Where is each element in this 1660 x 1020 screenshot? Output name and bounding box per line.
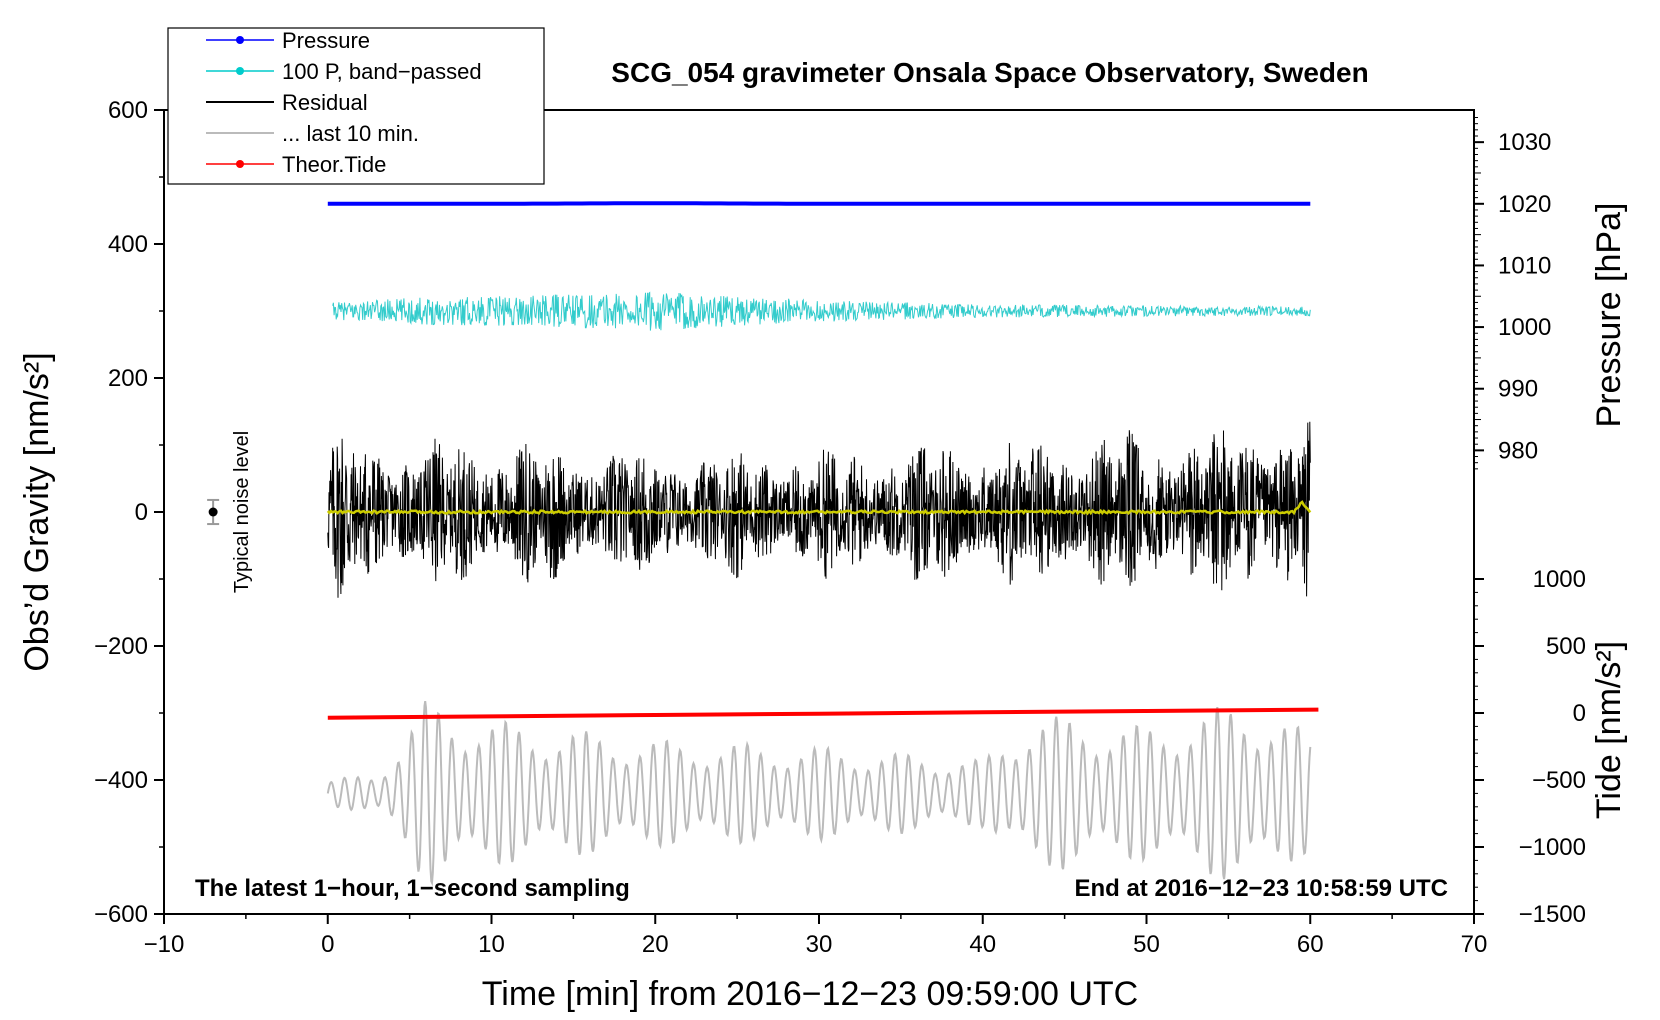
y-axis-title: Obs’d Gravity [nm/s²] bbox=[18, 352, 56, 671]
x-tick-label: 20 bbox=[642, 931, 669, 958]
legend-label-pressure: Pressure bbox=[282, 28, 370, 53]
pressure-tick-label: 990 bbox=[1498, 376, 1538, 403]
x-tick-label: 10 bbox=[478, 931, 505, 958]
pressure-tick-label: 1010 bbox=[1498, 252, 1551, 279]
x-axis-title: Time [min] from 2016−12−23 09:59:00 UTC bbox=[482, 975, 1138, 1013]
y-tick-label: −400 bbox=[94, 767, 148, 794]
x-tick-label: −10 bbox=[144, 931, 185, 958]
chart-title: SCG_054 gravimeter Onsala Space Observat… bbox=[611, 57, 1368, 88]
legend-label-tide: Theor.Tide bbox=[282, 152, 386, 177]
x-tick-label: 50 bbox=[1133, 931, 1160, 958]
series-bandpassed-pressure bbox=[332, 291, 1311, 331]
tide-tick-label: −500 bbox=[1532, 767, 1586, 794]
pressure-axis-title: Pressure [hPa] bbox=[1590, 203, 1628, 428]
legend-label-bandpassed: 100 P, band−passed bbox=[282, 59, 482, 84]
series-pressure bbox=[327, 201, 1311, 206]
noise-point bbox=[208, 507, 218, 517]
series-layer bbox=[207, 201, 1319, 887]
tide-tick-label: −1500 bbox=[1519, 901, 1586, 928]
x-tick-label: 30 bbox=[806, 931, 833, 958]
series-residual bbox=[327, 421, 1311, 598]
end-time-note: End at 2016−12−23 10:58:59 UTC bbox=[1074, 875, 1448, 902]
legend: Pressure 100 P, band−passed Residual ...… bbox=[167, 27, 545, 185]
pressure-tick-label: 1030 bbox=[1498, 129, 1551, 156]
x-tick-label: 60 bbox=[1297, 931, 1324, 958]
x-tick-label: 70 bbox=[1461, 931, 1488, 958]
legend-marker-bandpassed bbox=[236, 67, 244, 75]
series-theoretical-tide bbox=[327, 707, 1319, 720]
axes-layer: −10 0 10 20 30 40 50 60 706004002000−200−400−600… bbox=[94, 97, 1586, 958]
tide-tick-label: 1000 bbox=[1533, 566, 1586, 593]
y-tick-label: −200 bbox=[94, 633, 148, 660]
legend-marker-pressure bbox=[236, 36, 244, 44]
pressure-tick-label: 1000 bbox=[1498, 314, 1551, 341]
y-tick-label: 600 bbox=[108, 97, 148, 124]
legend-label-residual: Residual bbox=[282, 90, 368, 115]
tide-axis-title: Tide [nm/s²] bbox=[1590, 641, 1628, 819]
sampling-note: The latest 1−hour, 1−second sampling bbox=[195, 875, 630, 902]
series-smoothed-residual bbox=[326, 500, 1312, 516]
y-tick-label: 200 bbox=[108, 365, 148, 392]
legend-label-last10: ... last 10 min. bbox=[282, 121, 419, 146]
y-tick-label: 0 bbox=[135, 499, 148, 526]
tide-tick-label: 0 bbox=[1573, 700, 1586, 727]
tide-tick-label: −1000 bbox=[1519, 834, 1586, 861]
y-tick-label: 400 bbox=[108, 231, 148, 258]
x-tick-label: 0 bbox=[321, 931, 334, 958]
noise-level-label: Typical noise level bbox=[231, 431, 253, 593]
series-last-10-min bbox=[326, 700, 1312, 887]
x-tick-label: 40 bbox=[969, 931, 996, 958]
pressure-tick-label: 980 bbox=[1498, 437, 1538, 464]
tide-tick-label: 500 bbox=[1546, 633, 1586, 660]
y-tick-label: −600 bbox=[94, 901, 148, 928]
pressure-tick-label: 1020 bbox=[1498, 191, 1551, 218]
legend-marker-tide bbox=[236, 160, 244, 168]
legend-box bbox=[167, 27, 545, 185]
